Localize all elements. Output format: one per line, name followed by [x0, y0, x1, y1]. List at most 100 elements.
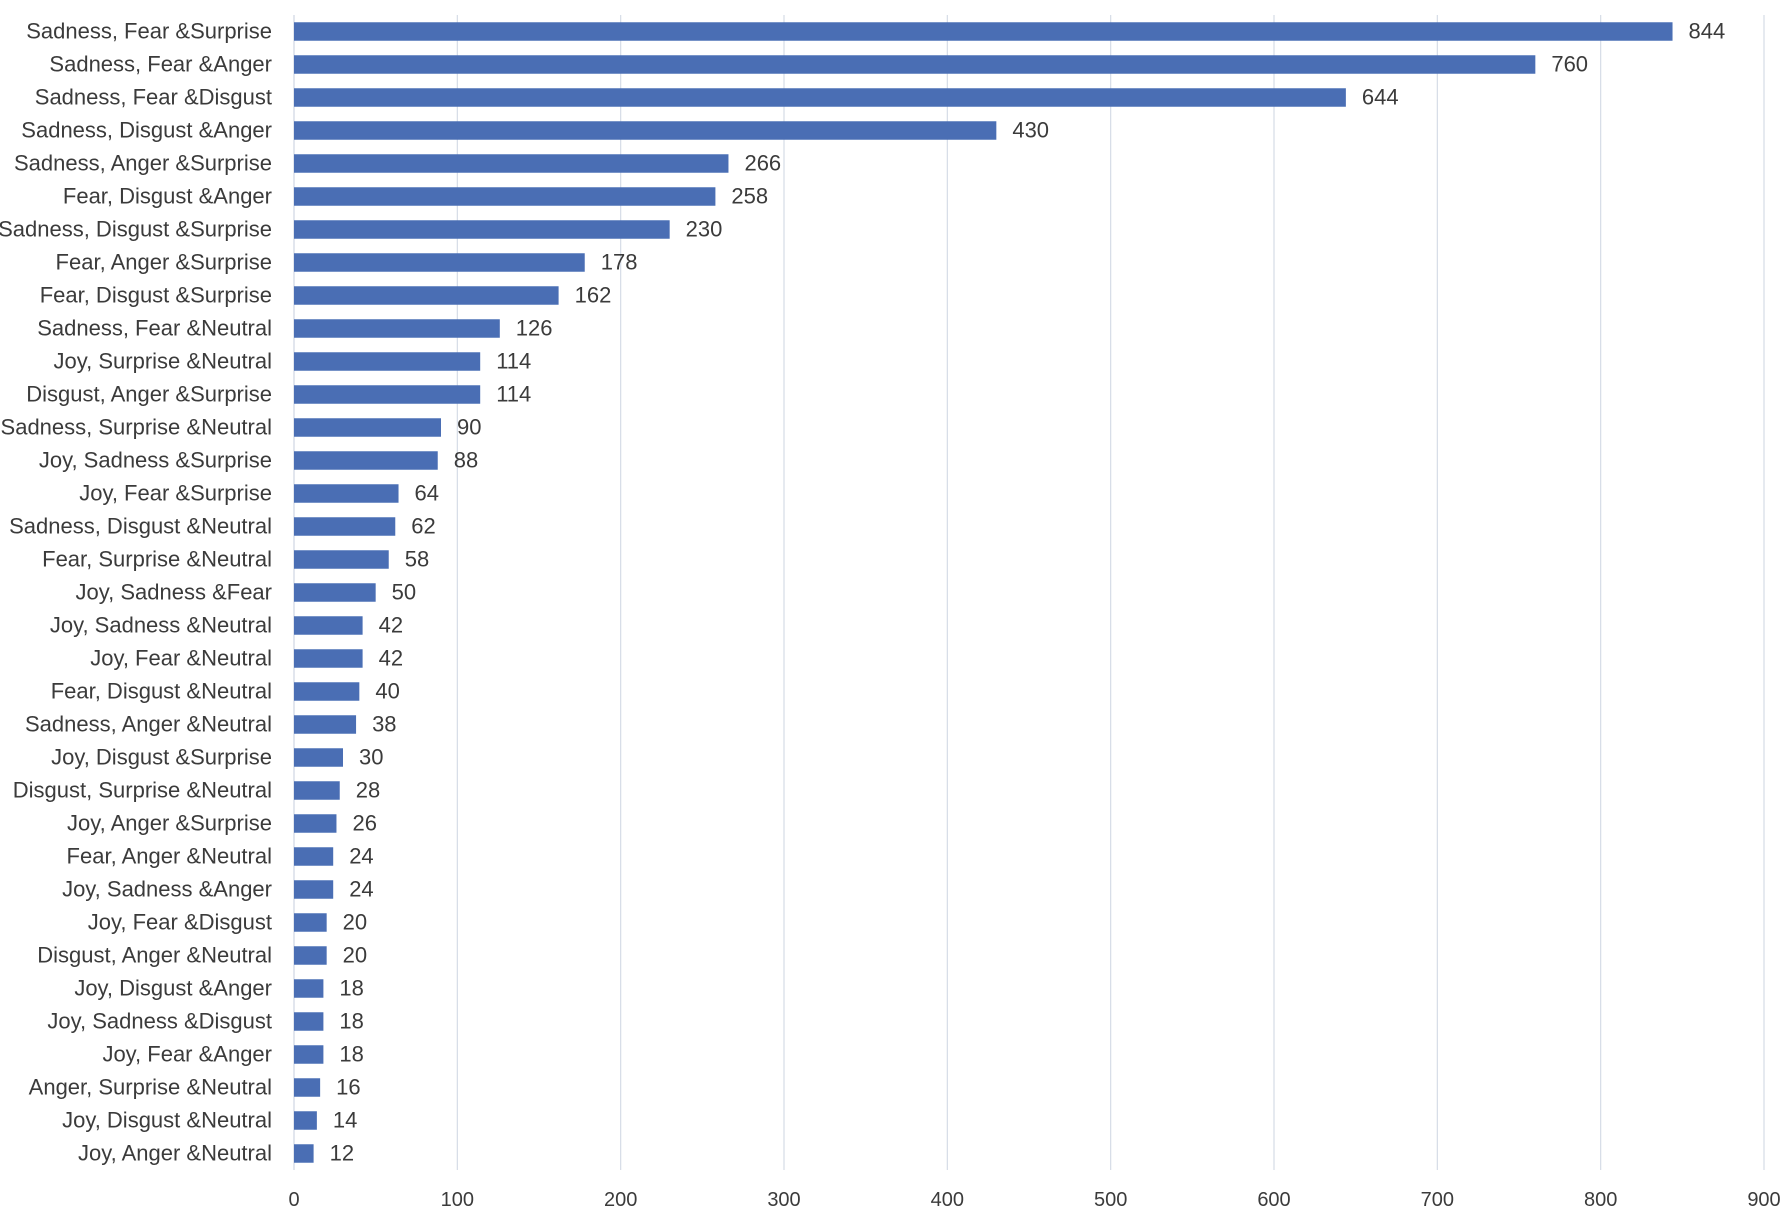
bar [294, 814, 337, 833]
bar [294, 913, 327, 932]
data-label: 26 [352, 811, 376, 836]
bar [294, 517, 396, 536]
category-label: Fear, Disgust &Anger [63, 184, 272, 209]
category-label: Sadness, Fear &Neutral [37, 316, 272, 341]
data-label: 18 [339, 976, 363, 1001]
category-label: Fear, Disgust &Neutral [51, 679, 272, 704]
category-label: Disgust, Surprise &Neutral [13, 778, 272, 803]
category-label: Fear, Surprise &Neutral [42, 547, 272, 572]
bar [294, 715, 357, 734]
category-label: Joy, Disgust &Neutral [62, 1108, 272, 1133]
data-label: 430 [1012, 118, 1049, 143]
bar [294, 979, 324, 998]
bar [294, 649, 363, 668]
bar [294, 352, 481, 371]
category-label: Joy, Surprise &Neutral [54, 349, 272, 374]
data-label: 42 [379, 646, 403, 671]
category-label: Anger, Surprise &Neutral [29, 1075, 272, 1100]
data-label: 90 [457, 415, 481, 440]
bar [294, 286, 559, 305]
category-label: Sadness, Anger &Surprise [14, 151, 272, 176]
bar [294, 550, 389, 569]
bar [294, 187, 716, 206]
data-label: 844 [1689, 19, 1726, 44]
data-label: 38 [372, 712, 396, 737]
data-label: 230 [686, 217, 723, 242]
category-label: Joy, Sadness &Disgust [47, 1009, 272, 1034]
bar [294, 484, 399, 503]
category-label: Joy, Sadness &Anger [62, 877, 272, 902]
x-tick-label: 200 [604, 1189, 637, 1211]
data-label: 58 [405, 547, 429, 572]
category-label: Sadness, Fear &Anger [49, 52, 272, 77]
category-label: Joy, Fear &Disgust [88, 910, 272, 935]
bar [294, 781, 340, 800]
x-tick-label: 600 [1257, 1189, 1290, 1211]
data-label: 18 [339, 1009, 363, 1034]
data-label: 178 [601, 250, 638, 275]
category-label: Sadness, Anger &Neutral [25, 712, 272, 737]
data-label: 266 [744, 151, 781, 176]
bar [294, 1045, 324, 1064]
bar [294, 880, 334, 899]
x-tick-label: 100 [441, 1189, 474, 1211]
category-label: Sadness, Fear &Disgust [35, 85, 272, 110]
data-label: 50 [392, 580, 416, 605]
x-tick-label: 700 [1421, 1189, 1454, 1211]
x-tick-label: 0 [288, 1189, 299, 1211]
bar [294, 385, 481, 404]
category-label: Fear, Anger &Surprise [56, 250, 272, 275]
bar [294, 451, 438, 470]
x-tick-label: 500 [1094, 1189, 1127, 1211]
bar [294, 418, 441, 437]
data-label: 88 [454, 448, 478, 473]
data-label: 28 [356, 778, 380, 803]
bars [294, 22, 1673, 1163]
category-label: Sadness, Fear &Surprise [26, 19, 272, 44]
data-label: 24 [349, 844, 373, 869]
data-label: 20 [343, 943, 367, 968]
x-tick-label: 400 [931, 1189, 964, 1211]
x-tick-label: 300 [767, 1189, 800, 1211]
data-label: 30 [359, 745, 383, 770]
x-tick-label: 800 [1584, 1189, 1617, 1211]
gridlines [293, 15, 1765, 1170]
category-label: Joy, Sadness &Neutral [50, 613, 272, 638]
bar [294, 154, 729, 173]
data-label: 162 [575, 283, 612, 308]
bar [294, 121, 997, 140]
category-label: Joy, Fear &Neutral [90, 646, 272, 671]
bar [294, 55, 1536, 74]
data-label: 62 [411, 514, 435, 539]
category-label: Disgust, Anger &Surprise [26, 382, 272, 407]
bar [294, 583, 376, 602]
bar [294, 1144, 314, 1163]
category-label: Sadness, Surprise &Neutral [1, 415, 272, 440]
data-label: 644 [1362, 85, 1399, 110]
data-label: 258 [731, 184, 768, 209]
bar [294, 1111, 317, 1130]
bar [294, 847, 334, 866]
category-label: Joy, Disgust &Surprise [51, 745, 272, 770]
data-label: 114 [496, 382, 531, 407]
category-label: Sadness, Disgust &Surprise [0, 217, 272, 242]
data-label: 12 [330, 1141, 354, 1166]
category-label: Joy, Fear &Anger [102, 1042, 272, 1067]
category-label: Disgust, Anger &Neutral [37, 943, 272, 968]
data-labels: 8447606444302662582301781621261141149088… [330, 19, 1726, 1166]
data-label: 16 [336, 1075, 360, 1100]
data-label: 64 [415, 481, 439, 506]
data-label: 114 [496, 349, 531, 374]
category-label: Joy, Sadness &Surprise [39, 448, 272, 473]
bar [294, 319, 500, 338]
bar [294, 88, 1346, 107]
bar [294, 748, 343, 767]
bar [294, 22, 1673, 41]
data-label: 20 [343, 910, 367, 935]
category-label: Fear, Anger &Neutral [67, 844, 272, 869]
data-label: 126 [516, 316, 553, 341]
category-label: Joy, Anger &Surprise [67, 811, 272, 836]
bar [294, 946, 327, 965]
bar [294, 1012, 324, 1031]
category-label: Joy, Disgust &Anger [74, 976, 272, 1001]
